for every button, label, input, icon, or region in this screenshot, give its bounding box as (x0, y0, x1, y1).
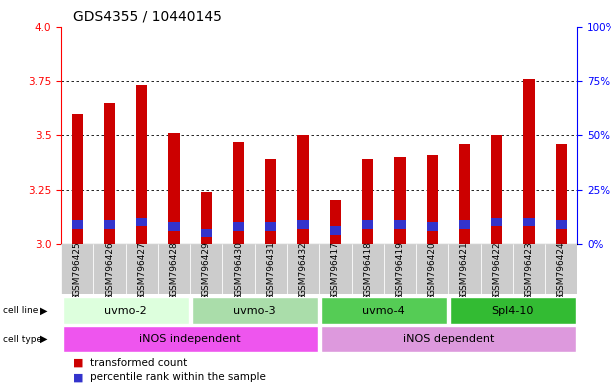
Bar (169, 222, 180, 231)
Text: uvmo-3: uvmo-3 (233, 306, 276, 316)
Bar (459, 220, 470, 228)
Text: GSM796427: GSM796427 (137, 242, 146, 296)
Bar (126, 244, 158, 294)
Bar (104, 220, 115, 228)
Text: GSM796428: GSM796428 (169, 242, 178, 296)
Bar (362, 220, 373, 228)
Bar (169, 133, 180, 244)
Bar (136, 218, 147, 227)
Text: GSM796417: GSM796417 (331, 242, 340, 296)
Text: ■: ■ (73, 358, 84, 368)
Bar (330, 227, 341, 235)
Text: percentile rank within the sample: percentile rank within the sample (90, 372, 266, 382)
Text: ▶: ▶ (40, 334, 48, 344)
Bar (426, 222, 438, 231)
Bar (190, 244, 222, 294)
Bar (524, 218, 535, 227)
Bar (491, 218, 502, 227)
Text: GSM796424: GSM796424 (557, 242, 566, 296)
Text: GSM796422: GSM796422 (492, 242, 501, 296)
Bar (545, 244, 577, 294)
Bar (394, 157, 406, 244)
Bar (362, 159, 373, 244)
Bar (481, 244, 513, 294)
Bar (298, 136, 309, 244)
Bar (321, 297, 447, 324)
Text: GSM796430: GSM796430 (234, 242, 243, 296)
Text: GSM796431: GSM796431 (266, 242, 276, 296)
Text: Spl4-10: Spl4-10 (492, 306, 534, 316)
Text: transformed count: transformed count (90, 358, 188, 368)
Text: GSM796426: GSM796426 (105, 242, 114, 296)
Text: GSM796425: GSM796425 (73, 242, 82, 296)
Bar (524, 79, 535, 244)
Bar (459, 144, 470, 244)
Bar (555, 220, 567, 228)
Text: GSM796429: GSM796429 (202, 242, 211, 296)
Bar (200, 228, 212, 237)
Bar (233, 222, 244, 231)
Bar (192, 297, 318, 324)
Bar (222, 244, 255, 294)
Bar (321, 326, 576, 352)
Text: cell line: cell line (3, 306, 38, 315)
Text: GSM796423: GSM796423 (524, 242, 533, 296)
Bar (61, 244, 93, 294)
Bar (298, 220, 309, 228)
Bar (448, 244, 481, 294)
Bar (330, 200, 341, 244)
Text: ▶: ▶ (40, 306, 48, 316)
Bar (450, 297, 576, 324)
Text: iNOS dependent: iNOS dependent (403, 334, 494, 344)
Text: uvmo-2: uvmo-2 (104, 306, 147, 316)
Bar (104, 103, 115, 244)
Text: GSM796432: GSM796432 (299, 242, 307, 296)
Text: cell type: cell type (3, 334, 42, 344)
Bar (93, 244, 126, 294)
Text: ■: ■ (73, 372, 84, 382)
Bar (416, 244, 448, 294)
Bar (394, 220, 406, 228)
Bar (233, 142, 244, 244)
Bar (384, 244, 416, 294)
Bar (71, 220, 83, 228)
Bar (351, 244, 384, 294)
Bar (255, 244, 287, 294)
Bar (136, 86, 147, 244)
Bar (71, 114, 83, 244)
Bar (513, 244, 545, 294)
Bar (265, 159, 277, 244)
Bar (158, 244, 190, 294)
Text: GSM796419: GSM796419 (395, 242, 404, 296)
Bar (287, 244, 319, 294)
Bar (200, 192, 212, 244)
Bar (426, 155, 438, 244)
Text: uvmo-4: uvmo-4 (362, 306, 405, 316)
Bar (555, 144, 567, 244)
Text: GDS4355 / 10440145: GDS4355 / 10440145 (73, 10, 222, 23)
Text: GSM796421: GSM796421 (460, 242, 469, 296)
Bar (491, 136, 502, 244)
Bar (63, 326, 318, 352)
Text: iNOS independent: iNOS independent (139, 334, 241, 344)
Text: GSM796418: GSM796418 (363, 242, 372, 296)
Text: GSM796420: GSM796420 (428, 242, 437, 296)
Bar (63, 297, 189, 324)
Bar (319, 244, 351, 294)
Bar (265, 222, 277, 231)
